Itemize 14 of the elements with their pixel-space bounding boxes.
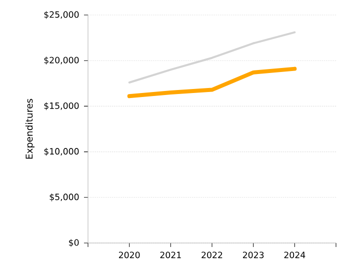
x-tick-label: 2020	[118, 252, 140, 258]
y-axis-title: Expenditures	[25, 98, 34, 159]
y-tick-label: $20,000	[44, 56, 79, 65]
line-series	[128, 31, 296, 84]
y-tick-label: $25,000	[44, 11, 79, 19]
x-tick-label: 2024	[284, 252, 306, 258]
y-tick-label: $10,000	[44, 148, 79, 156]
line-series	[127, 66, 297, 98]
x-tick-label: 2022	[202, 252, 222, 258]
y-tick-label: $5,000	[50, 193, 79, 202]
y-tick-label: $15,000	[44, 102, 79, 110]
x-tick-label: 2021	[160, 252, 181, 258]
x-tick-label: 2023	[242, 252, 264, 258]
y-tick-label: $0	[69, 239, 79, 247]
